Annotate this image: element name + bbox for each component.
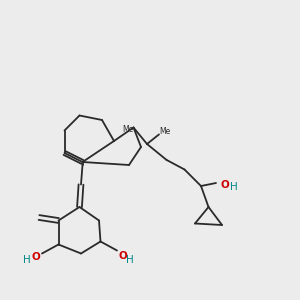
Text: O: O xyxy=(118,250,127,261)
Text: O: O xyxy=(31,252,40,262)
Text: Me: Me xyxy=(122,124,133,134)
Text: Me: Me xyxy=(159,127,170,136)
Text: H: H xyxy=(126,255,134,266)
Text: H: H xyxy=(22,255,30,266)
Text: O: O xyxy=(220,180,229,190)
Text: H: H xyxy=(230,182,237,192)
